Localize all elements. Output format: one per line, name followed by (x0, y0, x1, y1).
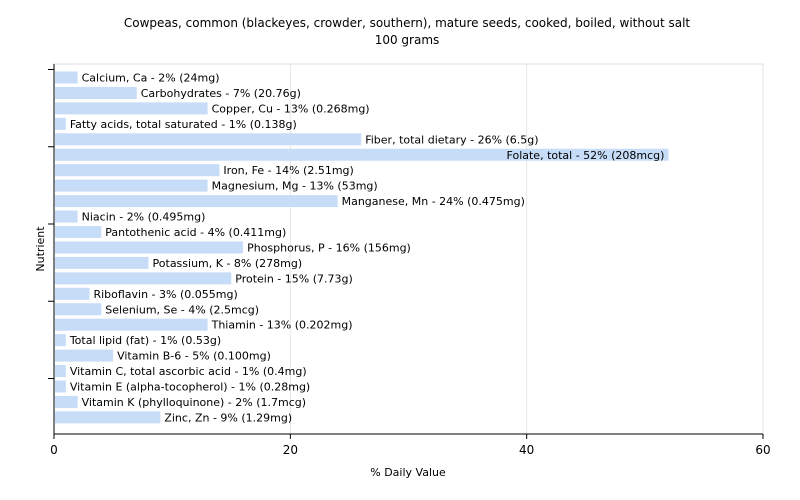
bar-label: Folate, total - 52% (208mcg) (507, 149, 665, 162)
bar (55, 164, 220, 177)
bar-label: Vitamin C, total ascorbic acid - 1% (0.4… (70, 365, 307, 378)
y-axis-label: Nutrient (34, 226, 47, 272)
bar (55, 241, 244, 254)
bar (55, 395, 78, 408)
bar-label: Copper, Cu - 13% (0.268mg) (212, 102, 370, 115)
grid-lines (289, 64, 764, 434)
bar-label: Fiber, total dietary - 26% (6.5g) (365, 133, 538, 146)
bar (55, 349, 114, 362)
bar-label: Manganese, Mn - 24% (0.475mg) (342, 195, 525, 208)
bar (55, 133, 362, 146)
bar (55, 195, 338, 208)
bar-label: Riboflavin - 3% (0.055mg) (93, 288, 237, 301)
bar (55, 272, 232, 285)
bar (55, 318, 208, 331)
bar (55, 365, 66, 378)
bar (55, 334, 66, 347)
bar (55, 411, 161, 424)
bar (55, 117, 66, 130)
bar-label: Total lipid (fat) - 1% (0.53g) (69, 334, 221, 347)
bar-label: Carbohydrates - 7% (20.76g) (141, 87, 301, 100)
bar-label: Protein - 15% (7.73g) (235, 272, 353, 285)
bar-label: Pantothenic acid - 4% (0.411mg) (105, 226, 286, 239)
bar-label: Zinc, Zn - 9% (1.29mg) (164, 411, 292, 424)
bar (55, 303, 102, 316)
bar-label: Fatty acids, total saturated - 1% (0.138… (70, 118, 297, 131)
axes: 0 20 40 60 (48, 64, 771, 457)
bar (55, 256, 149, 269)
bar (55, 148, 669, 161)
x-tick-label: 60 (755, 443, 770, 457)
bar-label: Iron, Fe - 14% (2.51mg) (223, 164, 353, 177)
bar-label: Vitamin K (phylloquinone) - 2% (1.7mcg) (82, 396, 306, 409)
bar-label: Phosphorus, P - 16% (156mg) (247, 241, 411, 254)
x-axis-label: % Daily Value (370, 466, 446, 479)
bar (55, 102, 208, 115)
bar-label: Thiamin - 13% (0.202mg) (211, 319, 353, 332)
bar (55, 226, 102, 238)
bar-label: Vitamin E (alpha-tocopherol) - 1% (0.28m… (70, 381, 310, 394)
bar (55, 71, 78, 84)
x-tick-label: 40 (519, 443, 534, 457)
bar-label: Selenium, Se - 4% (2.5mcg) (105, 303, 259, 316)
bar (55, 179, 208, 192)
bar (55, 86, 137, 99)
bar-label: Magnesium, Mg - 13% (53mg) (212, 180, 378, 193)
chart-subtitle: 100 grams (375, 33, 440, 47)
bar-label: Niacin - 2% (0.495mg) (82, 211, 206, 224)
bar-label: Vitamin B-6 - 5% (0.100mg) (117, 350, 271, 363)
x-tick-label: 0 (50, 443, 58, 457)
bar (55, 380, 66, 393)
x-tick-label: 20 (283, 443, 298, 457)
bars: Calcium, Ca - 2% (24mg) Carbohydrates - 7… (55, 71, 669, 424)
bar (55, 287, 90, 300)
bar-label: Potassium, K - 8% (278mg) (153, 257, 303, 270)
bar (55, 210, 78, 223)
bar-label: Calcium, Ca - 2% (24mg) (82, 72, 220, 85)
chart-title: Cowpeas, common (blackeyes, crowder, sou… (124, 16, 691, 30)
